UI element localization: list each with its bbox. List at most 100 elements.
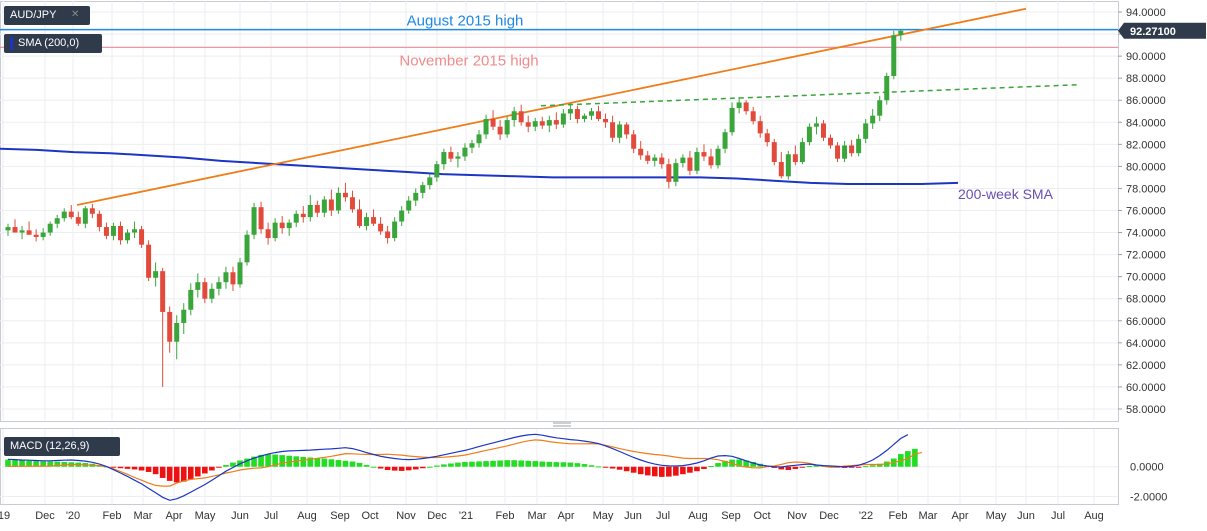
rising-trendline	[76, 7, 1027, 206]
time-tick-label: Jun	[624, 510, 642, 522]
price-tick-label: 74.0000	[1126, 228, 1166, 240]
macd-legend[interactable]: MACD (12,26,9)	[4, 437, 120, 456]
candle-down	[687, 157, 693, 171]
candle-up	[441, 152, 447, 165]
macd-histogram-bar	[504, 460, 510, 467]
candle-down	[849, 145, 855, 154]
candle-up	[237, 262, 243, 285]
candle-up	[652, 157, 658, 161]
macd-histogram-bar	[131, 466, 138, 470]
candle-up	[110, 225, 116, 236]
macd-histogram-bar	[630, 466, 637, 473]
price-tick-label: 76.0000	[1126, 206, 1166, 218]
candle-up	[427, 177, 433, 186]
sma-legend[interactable]: SMA (200,0)	[4, 34, 102, 53]
candle-up	[364, 217, 370, 226]
candle-up	[799, 142, 805, 162]
macd-histogram-bar	[778, 466, 785, 470]
price-tick-label: 60.0000	[1126, 382, 1166, 394]
time-tick-label: Apr	[557, 510, 574, 522]
candle-up	[174, 322, 180, 342]
candle-down	[792, 154, 798, 162]
time-tick-label: Jun	[231, 510, 249, 522]
time-tick-label: Dec	[35, 510, 55, 522]
macd-histogram-bar	[377, 466, 384, 469]
macd-histogram-bar	[434, 465, 440, 467]
macd-histogram-bar	[187, 466, 194, 480]
symbol-text: AUD/JPY	[10, 9, 57, 21]
time-tick-label: Mar	[134, 510, 153, 522]
macd-panel	[5, 433, 923, 501]
candle-down	[645, 155, 651, 161]
macd-histogram-bar	[384, 466, 391, 471]
candle-up	[413, 192, 419, 201]
macd-histogram-bar	[412, 466, 419, 470]
macd-histogram-bar	[335, 460, 342, 467]
macd-histogram-bar	[124, 466, 131, 469]
time-tick-label: Mar	[919, 510, 938, 522]
macd-histogram-bar	[785, 466, 792, 471]
candle-down	[117, 225, 123, 241]
candle-up	[223, 272, 229, 283]
time-tick-label: Oct	[361, 510, 378, 522]
time-tick-label: Nov	[396, 510, 416, 522]
candle-down	[603, 118, 609, 123]
candle-up	[532, 121, 538, 127]
macd-histogram-bar	[553, 462, 560, 467]
candle-up	[785, 154, 791, 177]
candle-down	[146, 244, 152, 278]
macd-histogram-bar	[595, 466, 602, 468]
candle-up	[420, 185, 426, 193]
candle-up	[680, 157, 686, 164]
time-tick-label: '19	[0, 510, 10, 522]
macd-histogram-bar	[230, 462, 236, 467]
candle-up	[870, 115, 876, 124]
price-tick-label: 78.0000	[1126, 183, 1166, 195]
candle-down	[26, 230, 32, 235]
candle-up	[856, 138, 862, 154]
macd-histogram-bar	[307, 457, 314, 467]
candle-up	[581, 115, 587, 119]
time-tick-label: Sep	[721, 510, 741, 522]
macd-histogram-bar	[567, 462, 574, 467]
candle-up	[392, 221, 398, 239]
candle-down	[265, 229, 271, 239]
macd-histogram-bar	[145, 466, 152, 472]
macd-histogram-bar	[848, 466, 855, 468]
macd-histogram-bar	[448, 463, 454, 467]
candle-down	[778, 161, 784, 177]
time-tick-label: Apr	[951, 510, 968, 522]
candle-down	[68, 211, 74, 218]
macd-histogram-bar	[855, 466, 862, 468]
candle-down	[279, 222, 285, 229]
candle-up	[216, 282, 222, 289]
macd-histogram-bar	[574, 463, 581, 467]
time-tick-label: May	[986, 510, 1007, 522]
macd-histogram-bar	[61, 461, 68, 467]
macd-histogram-bar	[701, 466, 707, 469]
macd-histogram-bar	[532, 461, 539, 467]
candle-up	[82, 208, 88, 224]
candle-down	[160, 271, 166, 312]
macd-histogram-bar	[588, 465, 595, 467]
price-tick-label: 84.0000	[1126, 117, 1166, 129]
candle-down	[820, 123, 826, 138]
price-tick-label: 72.0000	[1126, 250, 1166, 262]
candle-up	[19, 230, 25, 233]
close-icon[interactable]: ✕	[71, 9, 80, 20]
macd-histogram-bar	[223, 464, 229, 467]
candle-down	[89, 208, 95, 214]
macd-histogram-bar	[455, 462, 461, 467]
macd-histogram-bar	[138, 466, 145, 471]
candle-up	[125, 232, 131, 241]
candle-up	[863, 123, 869, 139]
symbol-label: AUD/JPY	[4, 6, 90, 25]
macd-histogram-bar	[912, 448, 918, 467]
time-tick-label: '20	[66, 510, 80, 522]
candle-down	[96, 213, 102, 228]
candle-up	[842, 145, 848, 159]
macd-histogram-bar	[398, 466, 405, 471]
time-tick-label: Dec	[427, 510, 447, 522]
macd-histogram-bar	[47, 461, 53, 467]
